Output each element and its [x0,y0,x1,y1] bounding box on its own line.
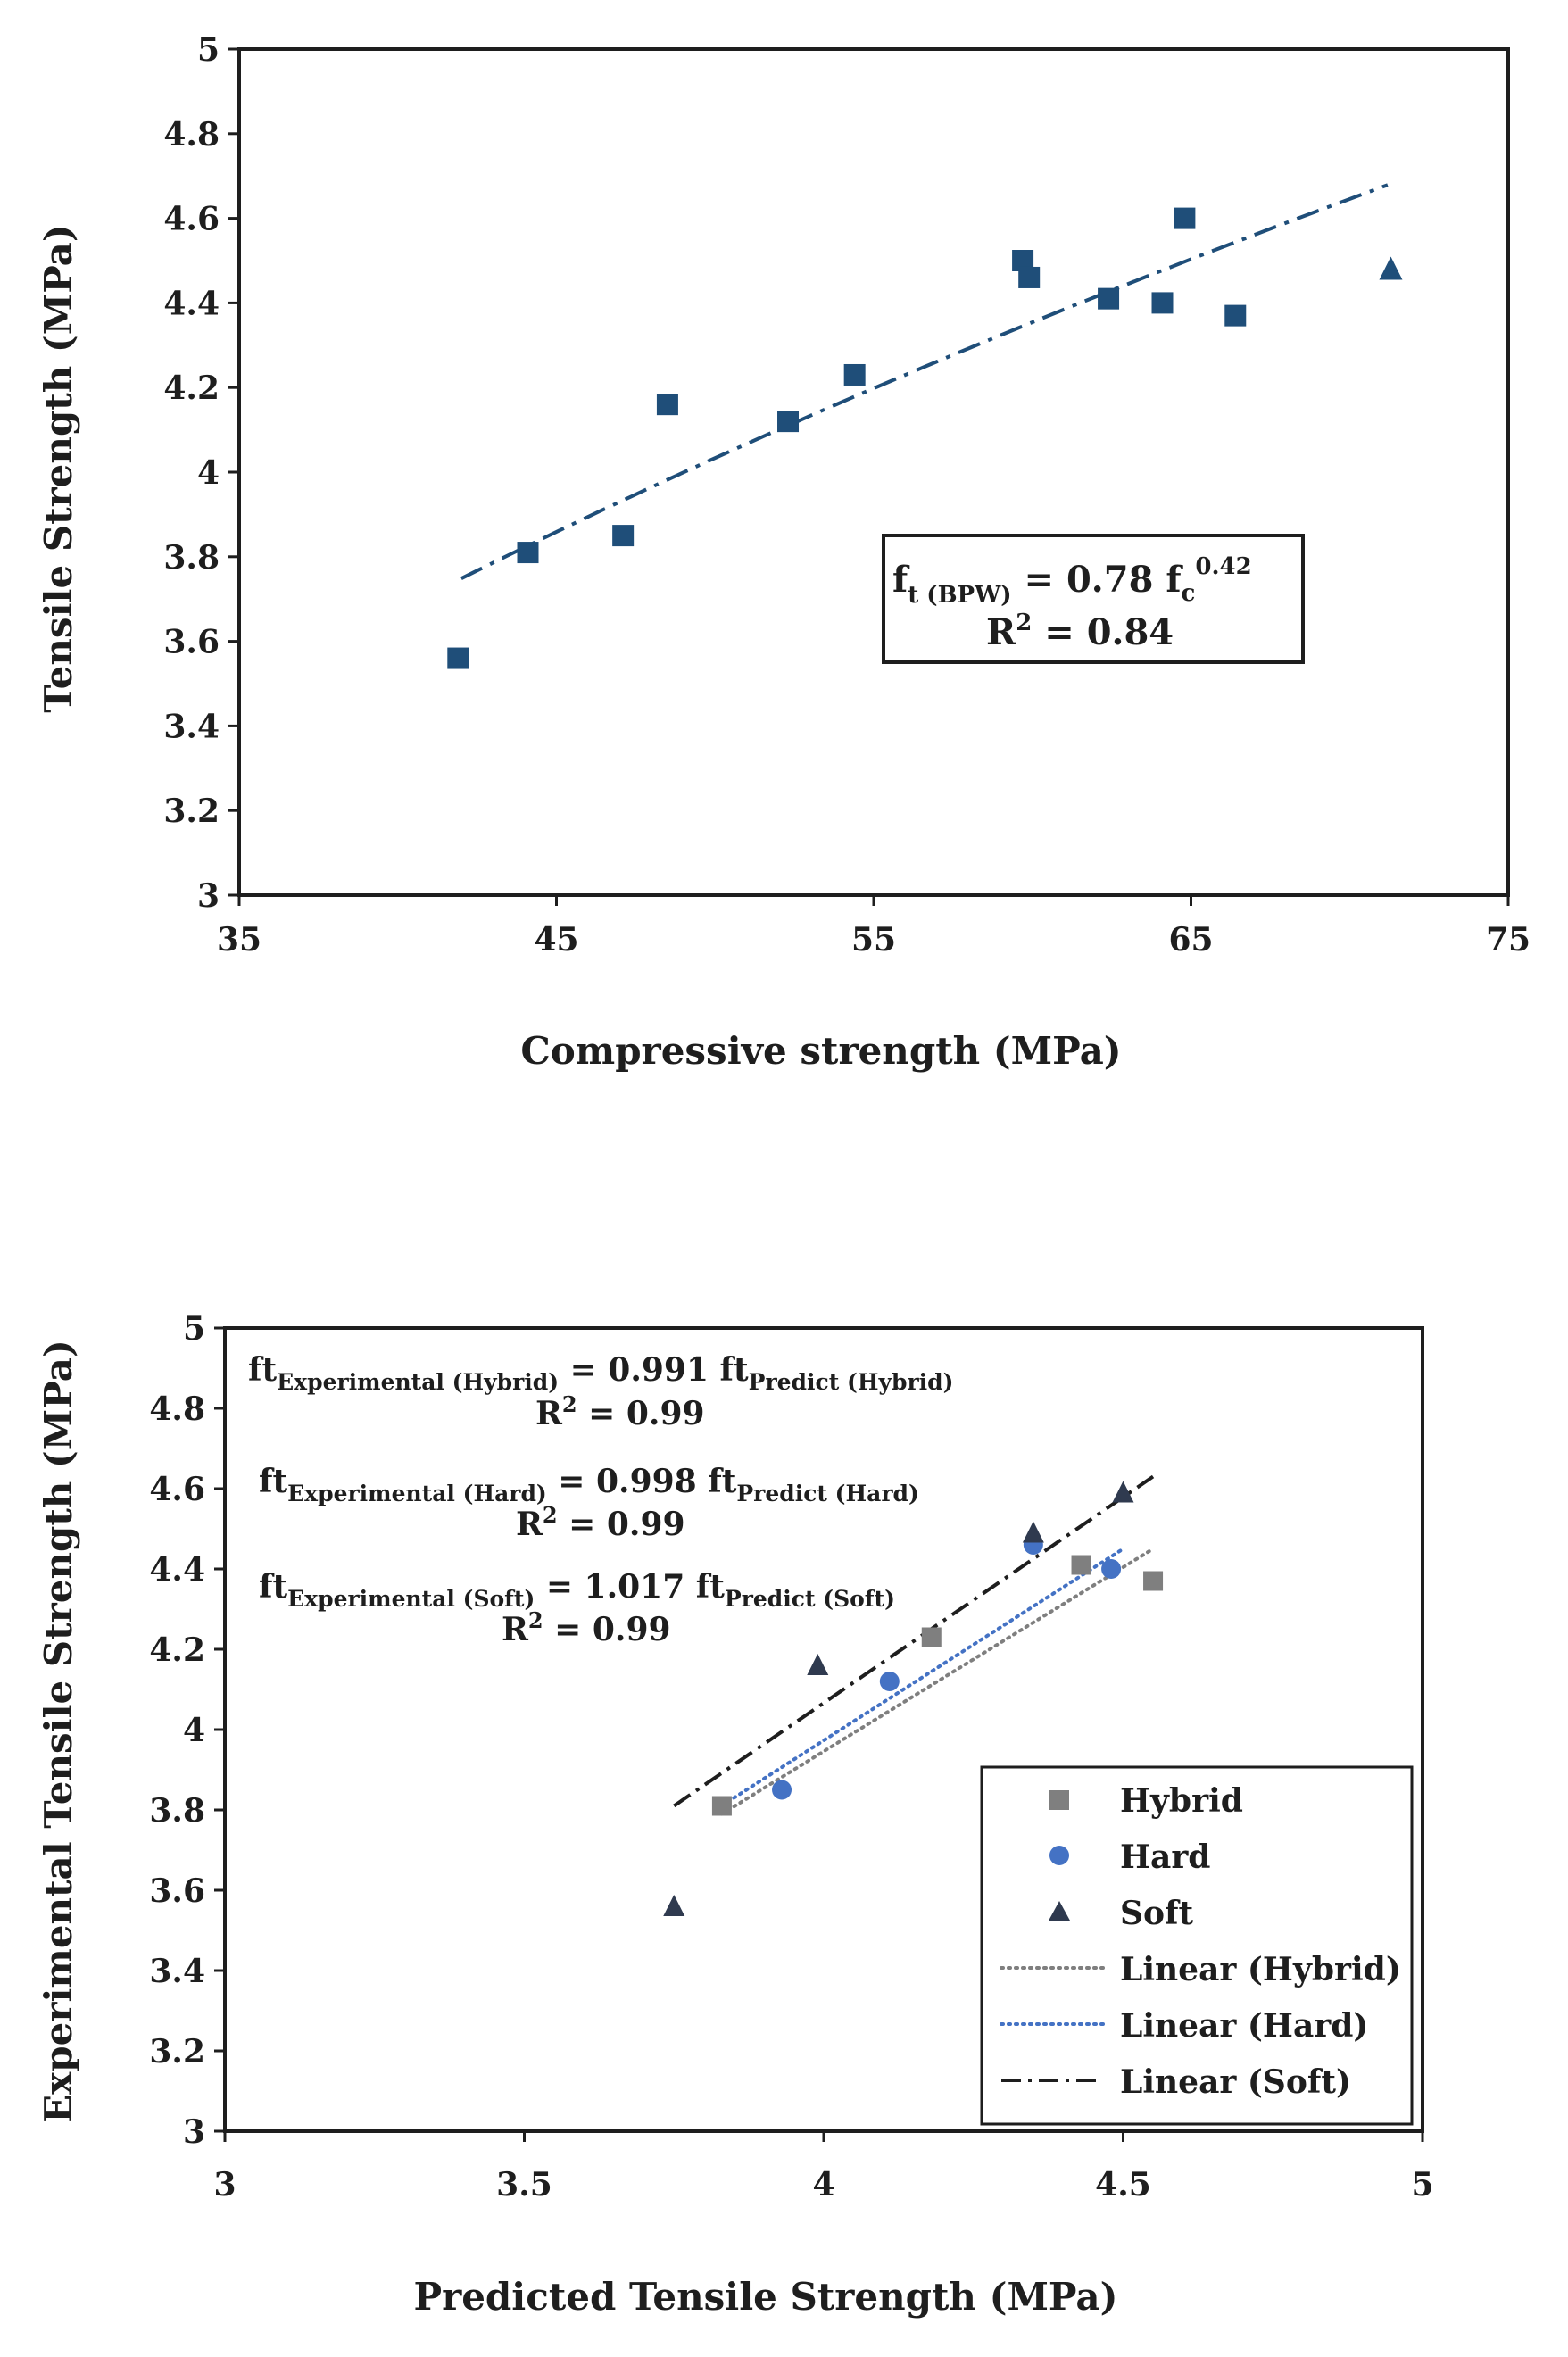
legend-hybrid-label: Hybrid [1120,1782,1243,1820]
chart-2-r2-hard: R2 = 0.99 [516,1502,685,1543]
chart-2-equation-hard: ftExperimental (Hard) = 0.998 ftPredict … [259,1463,919,1506]
chart-2-r2-soft: R2 = 0.99 [502,1607,671,1648]
y-tick-label: 5 [183,1310,205,1348]
chart-2: 3 3.2 3.4 3.6 3.8 4 4.2 4.4 4.6 4.8 5 3 3.5 4 4.5 5 Pr… [37,1310,1434,2319]
chart-2-equation-hybrid: ftExperimental (Hybrid) = 0.991 ftPredic… [248,1351,953,1395]
data-point-square [1174,207,1196,229]
x-tick-label: 3 [213,2166,236,2203]
y-tick-label: 4.2 [163,369,220,407]
data-point-soft [807,1654,829,1675]
fit-line-linear-hybrid- [719,1547,1156,1816]
fit-line-linear-hard- [732,1547,1125,1800]
chart-2-x-ticks: 3 3.5 4 4.5 5 [213,2131,1434,2203]
x-tick-label: 75 [1486,921,1531,959]
chart-2-points [663,1481,1164,1916]
y-tick-label: 4.6 [149,1471,205,1508]
fit-line-linear-soft- [673,1474,1155,1808]
fit-curve [460,183,1389,580]
data-point-square [1224,304,1247,327]
legend-soft-label: Soft [1120,1895,1193,1932]
data-point-soft [1022,1521,1044,1543]
y-tick-label: 4.4 [149,1551,205,1589]
data-point-hybrid [1143,1571,1164,1591]
x-tick-label: 5 [1411,2166,1433,2203]
chart-1-y-axis-title: Tensile Strength (MPa) [37,224,80,713]
data-point-square [656,394,678,416]
chart-2-equation-soft: ftExperimental (Soft) = 1.017 ftPredict … [259,1568,895,1612]
data-point-hybrid [711,1796,732,1816]
chart-1-fit-line [460,183,1389,580]
data-point-triangle [1379,256,1403,280]
data-point-square [1098,287,1120,310]
data-point-square [447,647,469,669]
chart-1-x-ticks: 35 45 55 65 75 [217,895,1531,959]
chart-1-equation-line-2: R2 = 0.84 [986,610,1174,653]
legend-linear-hybrid-label: Linear (Hybrid) [1120,1951,1401,1988]
y-tick-label: 4.6 [163,201,220,238]
x-tick-label: 45 [534,921,578,959]
chart-2-legend: Hybrid Hard Soft Linear (Hybrid) Linear … [980,1765,1414,2126]
chart-2-equations: ftExperimental (Hybrid) = 0.991 ftPredic… [248,1351,953,1648]
chart-2-y-ticks: 3 3.2 3.4 3.6 3.8 4 4.2 4.4 4.6 4.8 5 [149,1310,225,2151]
data-point-square [843,363,866,386]
data-point-hard [1101,1559,1122,1579]
data-point-soft [663,1895,685,1916]
data-point-hybrid [1071,1555,1091,1575]
y-tick-label: 3.8 [163,539,220,577]
x-tick-label: 4 [812,2166,834,2203]
data-point-hard [879,1672,900,1691]
chart-1-y-ticks: 3 3.2 3.4 3.6 3.8 4 4.2 4.4 4.6 4.8 5 [163,31,239,915]
chart-1-x-axis-title: Compressive strength (MPa) [520,1029,1121,1073]
legend-hybrid-marker [1049,1790,1069,1810]
data-point-hybrid [921,1627,942,1647]
chart-2-r2-hybrid: R2 = 0.99 [535,1391,705,1432]
data-point-soft [1112,1481,1134,1503]
chart-2-y-axis-title: Experimental Tensile Strength (MPa) [37,1340,80,2123]
legend-soft-marker [1049,1901,1070,1921]
y-tick-label: 4.8 [163,116,220,154]
chart-1-plot-area [237,47,1510,897]
y-tick-label: 3.6 [163,624,220,661]
y-tick-label: 3.4 [163,708,220,745]
chart-2-x-axis-title: Predicted Tensile Strength (MPa) [414,2275,1118,2319]
chart-2-plot-area [223,1326,1424,2133]
chart-1-points [447,207,1403,669]
chart-1-equation-line-1: ft (BPW) = 0.78 fc0.42 [892,553,1252,609]
chart-1-equation-box: ft (BPW) = 0.78 fc0.42 R2 = 0.84 [882,534,1305,664]
chart-2-fit-lines [673,1474,1156,1816]
x-tick-label: 3.5 [496,2166,552,2203]
y-tick-label: 3 [183,2113,205,2151]
y-tick-label: 3.2 [163,793,220,830]
legend-hard-label: Hard [1120,1838,1210,1876]
legend-linear-soft-label: Linear (Soft) [1120,2063,1351,2101]
y-tick-label: 4 [183,1712,205,1749]
x-tick-label: 55 [851,921,896,959]
x-tick-label: 4.5 [1095,2166,1151,2203]
data-point-square [1151,292,1174,314]
y-tick-label: 4.4 [163,285,220,322]
x-tick-label: 65 [1168,921,1213,959]
y-tick-label: 4.2 [149,1631,205,1669]
data-point-square [1018,266,1041,288]
y-tick-label: 3.6 [149,1872,205,1910]
data-point-square [777,411,800,433]
legend-hard-marker [1049,1846,1069,1865]
y-tick-label: 3.8 [149,1792,205,1830]
x-tick-label: 35 [217,921,261,959]
y-tick-label: 4.8 [149,1390,205,1428]
data-point-hard [772,1780,792,1800]
chart-1: 3 3.2 3.4 3.6 3.8 4 4.2 4.4 4.6 4.8 5 35 45 55 65 75 C… [37,31,1531,1073]
data-point-square [612,525,635,547]
y-tick-label: 5 [197,31,220,69]
data-point-square [517,542,539,564]
y-tick-label: 3 [197,877,220,915]
legend-linear-hard-label: Linear (Hard) [1120,2007,1368,2045]
y-tick-label: 4 [197,454,220,492]
y-tick-label: 3.2 [149,2033,205,2071]
y-tick-label: 3.4 [149,1953,205,1990]
